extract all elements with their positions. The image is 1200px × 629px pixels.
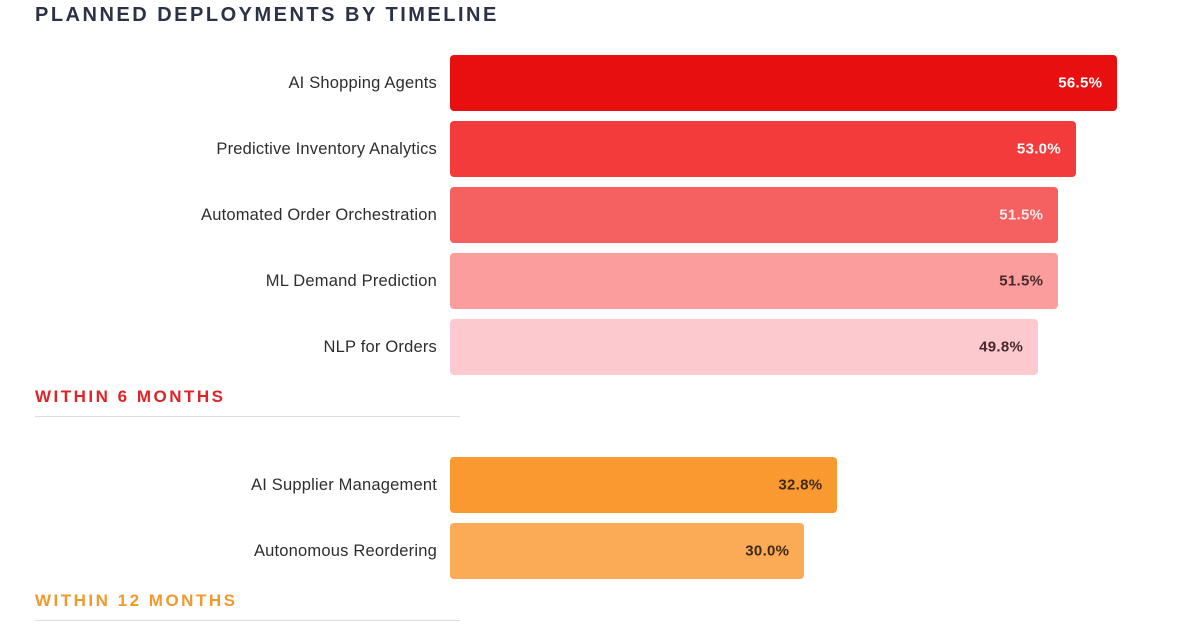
chart-row: ML Demand Prediction 51.5% <box>0 253 1200 309</box>
bar-segment: 56.5% <box>450 55 1118 111</box>
category-label: ML Demand Prediction <box>265 271 437 290</box>
bar-chart: AI Shopping Agents 56.5% Predictive Invent… <box>0 55 1200 621</box>
bar-track: 51.5% <box>450 253 1200 309</box>
bar-segment: 51.5% <box>450 253 1059 309</box>
bar-value-label: 51.5% <box>999 206 1044 224</box>
bar-value-label: 30.0% <box>745 542 790 560</box>
group-spacer <box>0 417 1200 457</box>
bar-segment: 30.0% <box>450 523 805 579</box>
chart-title: PLANNED DEPLOYMENTS BY TIMELINE <box>35 4 499 26</box>
category-label: AI Supplier Management <box>250 475 437 494</box>
category-label: Predictive Inventory Analytics <box>216 139 437 158</box>
bar-track: 49.8% <box>450 319 1200 375</box>
bar-value-label: 53.0% <box>1016 140 1061 158</box>
bar-track: 51.5% <box>450 187 1200 243</box>
category-label: AI Shopping Agents <box>288 73 437 92</box>
bar-track: 53.0% <box>450 121 1200 177</box>
bar-track: 32.8% <box>450 457 1200 513</box>
chart-row: NLP for Orders 49.8% <box>0 319 1200 375</box>
bar-track: 56.5% <box>450 55 1200 111</box>
bar-segment: 53.0% <box>450 121 1076 177</box>
category-label: NLP for Orders <box>323 337 437 356</box>
timeline-section-label: WITHIN 12 MONTHS <box>35 591 460 621</box>
bar-segment: 51.5% <box>450 187 1059 243</box>
category-label: Automated Order Orchestration <box>201 205 437 224</box>
bar-value-label: 51.5% <box>999 272 1044 290</box>
chart-row: Automated Order Orchestration 51.5% <box>0 187 1200 243</box>
bar-segment: 32.8% <box>450 457 838 513</box>
chart-row: AI Supplier Management 32.8% <box>0 457 1200 513</box>
bar-value-label: 56.5% <box>1058 74 1103 92</box>
timeline-section-label: WITHIN 6 MONTHS <box>35 387 460 417</box>
chart-row: Autonomous Reordering 30.0% <box>0 523 1200 579</box>
bar-value-label: 49.8% <box>979 338 1024 356</box>
chart-row: Predictive Inventory Analytics 53.0% <box>0 121 1200 177</box>
bar-value-label: 32.8% <box>778 476 823 494</box>
bar-track: 30.0% <box>450 523 1200 579</box>
chart-row: AI Shopping Agents 56.5% <box>0 55 1200 111</box>
category-label: Autonomous Reordering <box>253 541 437 560</box>
bar-segment: 49.8% <box>450 319 1039 375</box>
